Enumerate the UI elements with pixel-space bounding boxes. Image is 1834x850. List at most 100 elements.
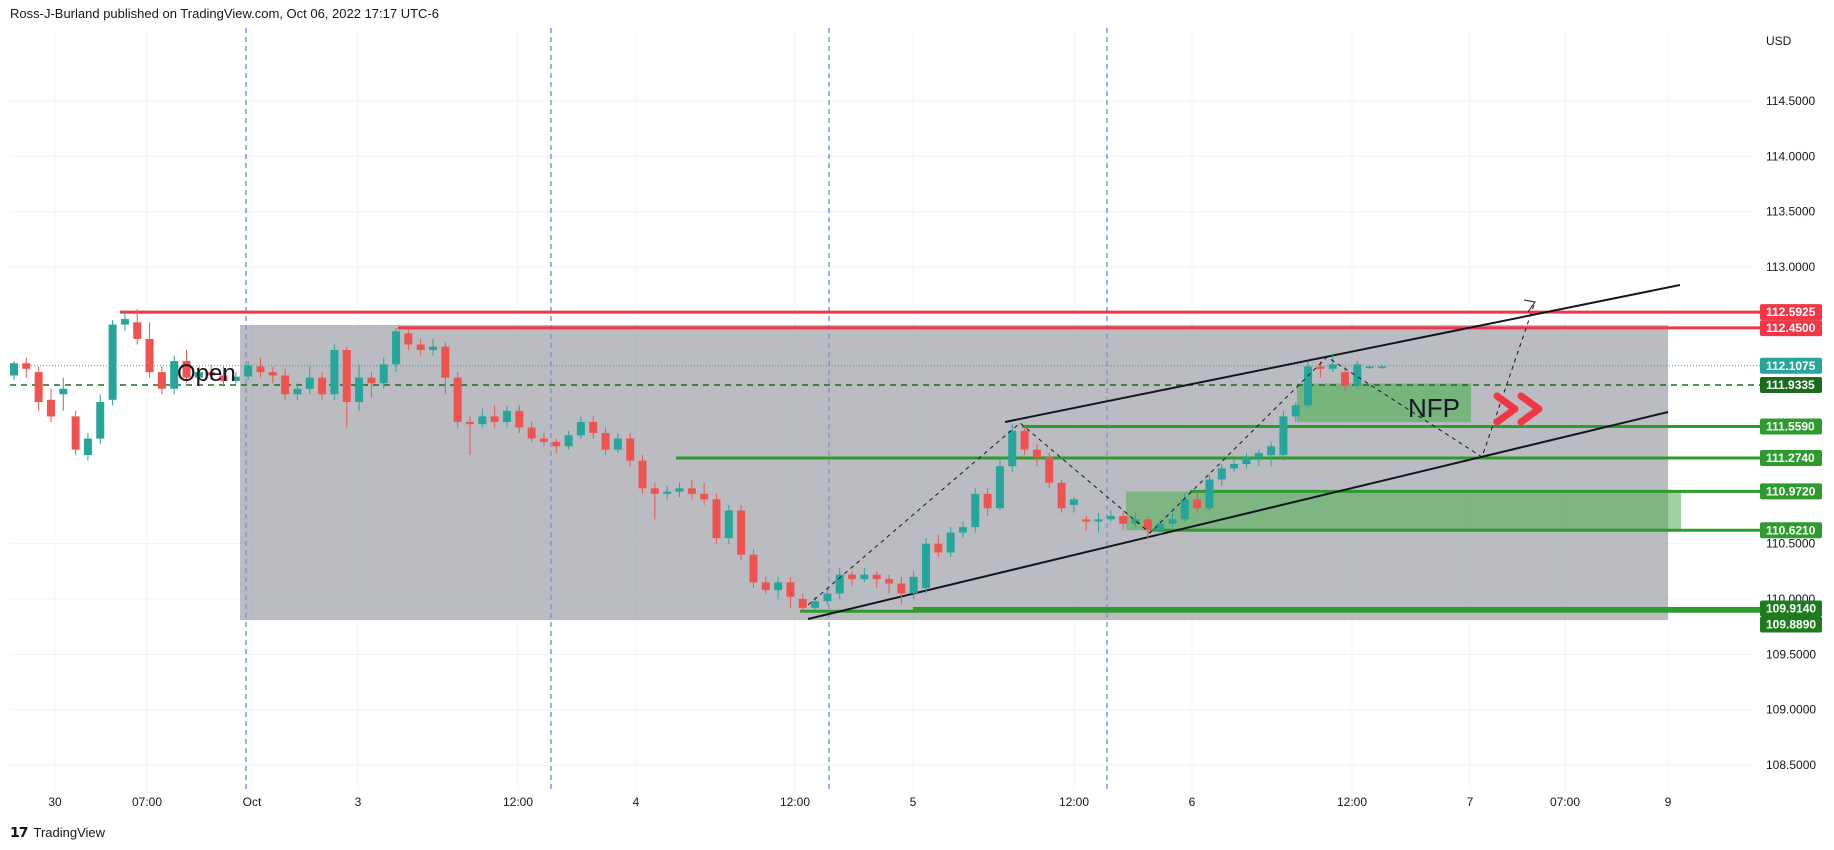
candle-body xyxy=(1316,366,1325,369)
candle-body xyxy=(589,421,598,434)
candle-body xyxy=(133,322,142,339)
candle-body xyxy=(231,376,240,381)
candle-body xyxy=(305,377,314,389)
annotations: Open NFP xyxy=(177,299,1543,606)
candle-body xyxy=(1341,372,1350,386)
candle-body xyxy=(1082,519,1091,522)
price-label: 111.9335 xyxy=(1766,378,1815,392)
candle-body xyxy=(1020,430,1029,450)
demand-zone xyxy=(1126,491,1681,531)
candle-body xyxy=(835,574,844,594)
candle-body xyxy=(1217,468,1226,480)
y-tick-label: 110.5000 xyxy=(1766,537,1815,551)
candle-body xyxy=(392,331,401,365)
x-tick-label: 4 xyxy=(633,795,640,809)
open-label: Open xyxy=(177,360,236,387)
candle-body xyxy=(1230,463,1239,469)
candle-body xyxy=(564,435,573,447)
x-tick-label: 12:00 xyxy=(780,795,810,809)
candle-body xyxy=(1069,499,1078,505)
brand-name[interactable]: TradingView xyxy=(33,825,106,840)
candle-body xyxy=(404,333,413,345)
candle-body xyxy=(995,466,1004,509)
horizontal-levels xyxy=(10,310,1760,613)
candle-body xyxy=(244,365,253,377)
candle-body xyxy=(46,399,55,417)
price-label: 112.4500 xyxy=(1766,321,1816,335)
candle-body xyxy=(1365,366,1374,369)
candle-body xyxy=(601,433,610,450)
price-label: 112.1075 xyxy=(1766,359,1816,373)
x-tick-label: 12:00 xyxy=(503,795,533,809)
y-tick-label: 113.5000 xyxy=(1766,205,1815,219)
candle-body xyxy=(626,438,635,461)
candle-body xyxy=(96,402,105,439)
candle-body xyxy=(576,421,585,436)
candle-body xyxy=(650,488,659,494)
candle-body xyxy=(1304,366,1313,406)
y-tick-label: 114.0000 xyxy=(1766,149,1815,163)
candle-body xyxy=(1057,482,1066,509)
candle-body xyxy=(1131,519,1140,524)
candle-body xyxy=(613,438,622,450)
candle-body xyxy=(367,377,376,384)
y-tick-label: 109.0000 xyxy=(1766,703,1816,717)
candle-body xyxy=(355,377,364,403)
price-label-box xyxy=(1760,522,1822,539)
price-axis: 114.5000 114.0000 113.5000 113.0000 110.5000… xyxy=(1760,34,1822,772)
candle-body xyxy=(502,410,511,422)
candle-body xyxy=(897,583,906,594)
candle-body xyxy=(1168,519,1177,524)
candle-body xyxy=(1008,430,1017,467)
candle-body xyxy=(823,593,832,602)
x-tick-label: 07:00 xyxy=(1550,795,1580,809)
candle-body xyxy=(34,372,43,403)
candle-body xyxy=(293,388,302,395)
candle-body xyxy=(1328,364,1337,369)
candle-body xyxy=(10,363,18,376)
candle-body xyxy=(1032,449,1041,458)
candle-body xyxy=(268,372,277,376)
price-label-box xyxy=(1760,600,1822,617)
y-tick-label: 114.5000 xyxy=(1766,94,1815,108)
candle-body xyxy=(108,324,117,400)
candle-body xyxy=(971,493,980,528)
candle-body xyxy=(946,532,955,553)
candle-body xyxy=(1094,519,1103,522)
candle-body xyxy=(1254,452,1263,458)
x-tick-label: 3 xyxy=(355,795,362,809)
candle-body xyxy=(983,493,992,509)
candle-body xyxy=(330,350,339,395)
candle-body xyxy=(860,574,869,580)
candle-body xyxy=(182,361,191,378)
nfp-zone xyxy=(1297,383,1471,423)
candle-body xyxy=(441,346,450,378)
footer: 𝟭𝟳 TradingView xyxy=(10,824,105,841)
price-label: 111.5590 xyxy=(1766,419,1815,433)
projection-path xyxy=(807,301,1536,606)
candle-body xyxy=(1378,366,1386,369)
x-tick-label: 12:00 xyxy=(1059,795,1089,809)
y-tick-label: 109.5000 xyxy=(1766,647,1816,661)
candle-body xyxy=(466,421,474,425)
x-axis-ticks: 30 07:00 Oct 3 12:00 4 12:00 5 12:00 6 12:00 7 07:00… xyxy=(48,795,1671,809)
price-label-box xyxy=(1760,616,1822,633)
x-tick-label: 07:00 xyxy=(132,795,162,809)
candle-body xyxy=(663,491,672,494)
projection-arrowhead xyxy=(1523,299,1536,313)
candle-body xyxy=(1106,516,1115,520)
candle-body xyxy=(170,361,179,389)
candle-body xyxy=(453,377,462,422)
candle-body xyxy=(71,416,80,450)
x-tick-label: 9 xyxy=(1665,795,1672,809)
price-label-box xyxy=(1760,357,1822,374)
x-tick-label: 12:00 xyxy=(1337,795,1367,809)
candle-body xyxy=(1205,479,1214,509)
candle-body xyxy=(712,499,721,539)
candle-body xyxy=(687,488,696,494)
candle-body xyxy=(1242,457,1251,464)
candle-body xyxy=(281,375,290,395)
candle-body xyxy=(527,427,536,439)
candle-body xyxy=(749,554,758,583)
candle-body xyxy=(1143,519,1152,531)
